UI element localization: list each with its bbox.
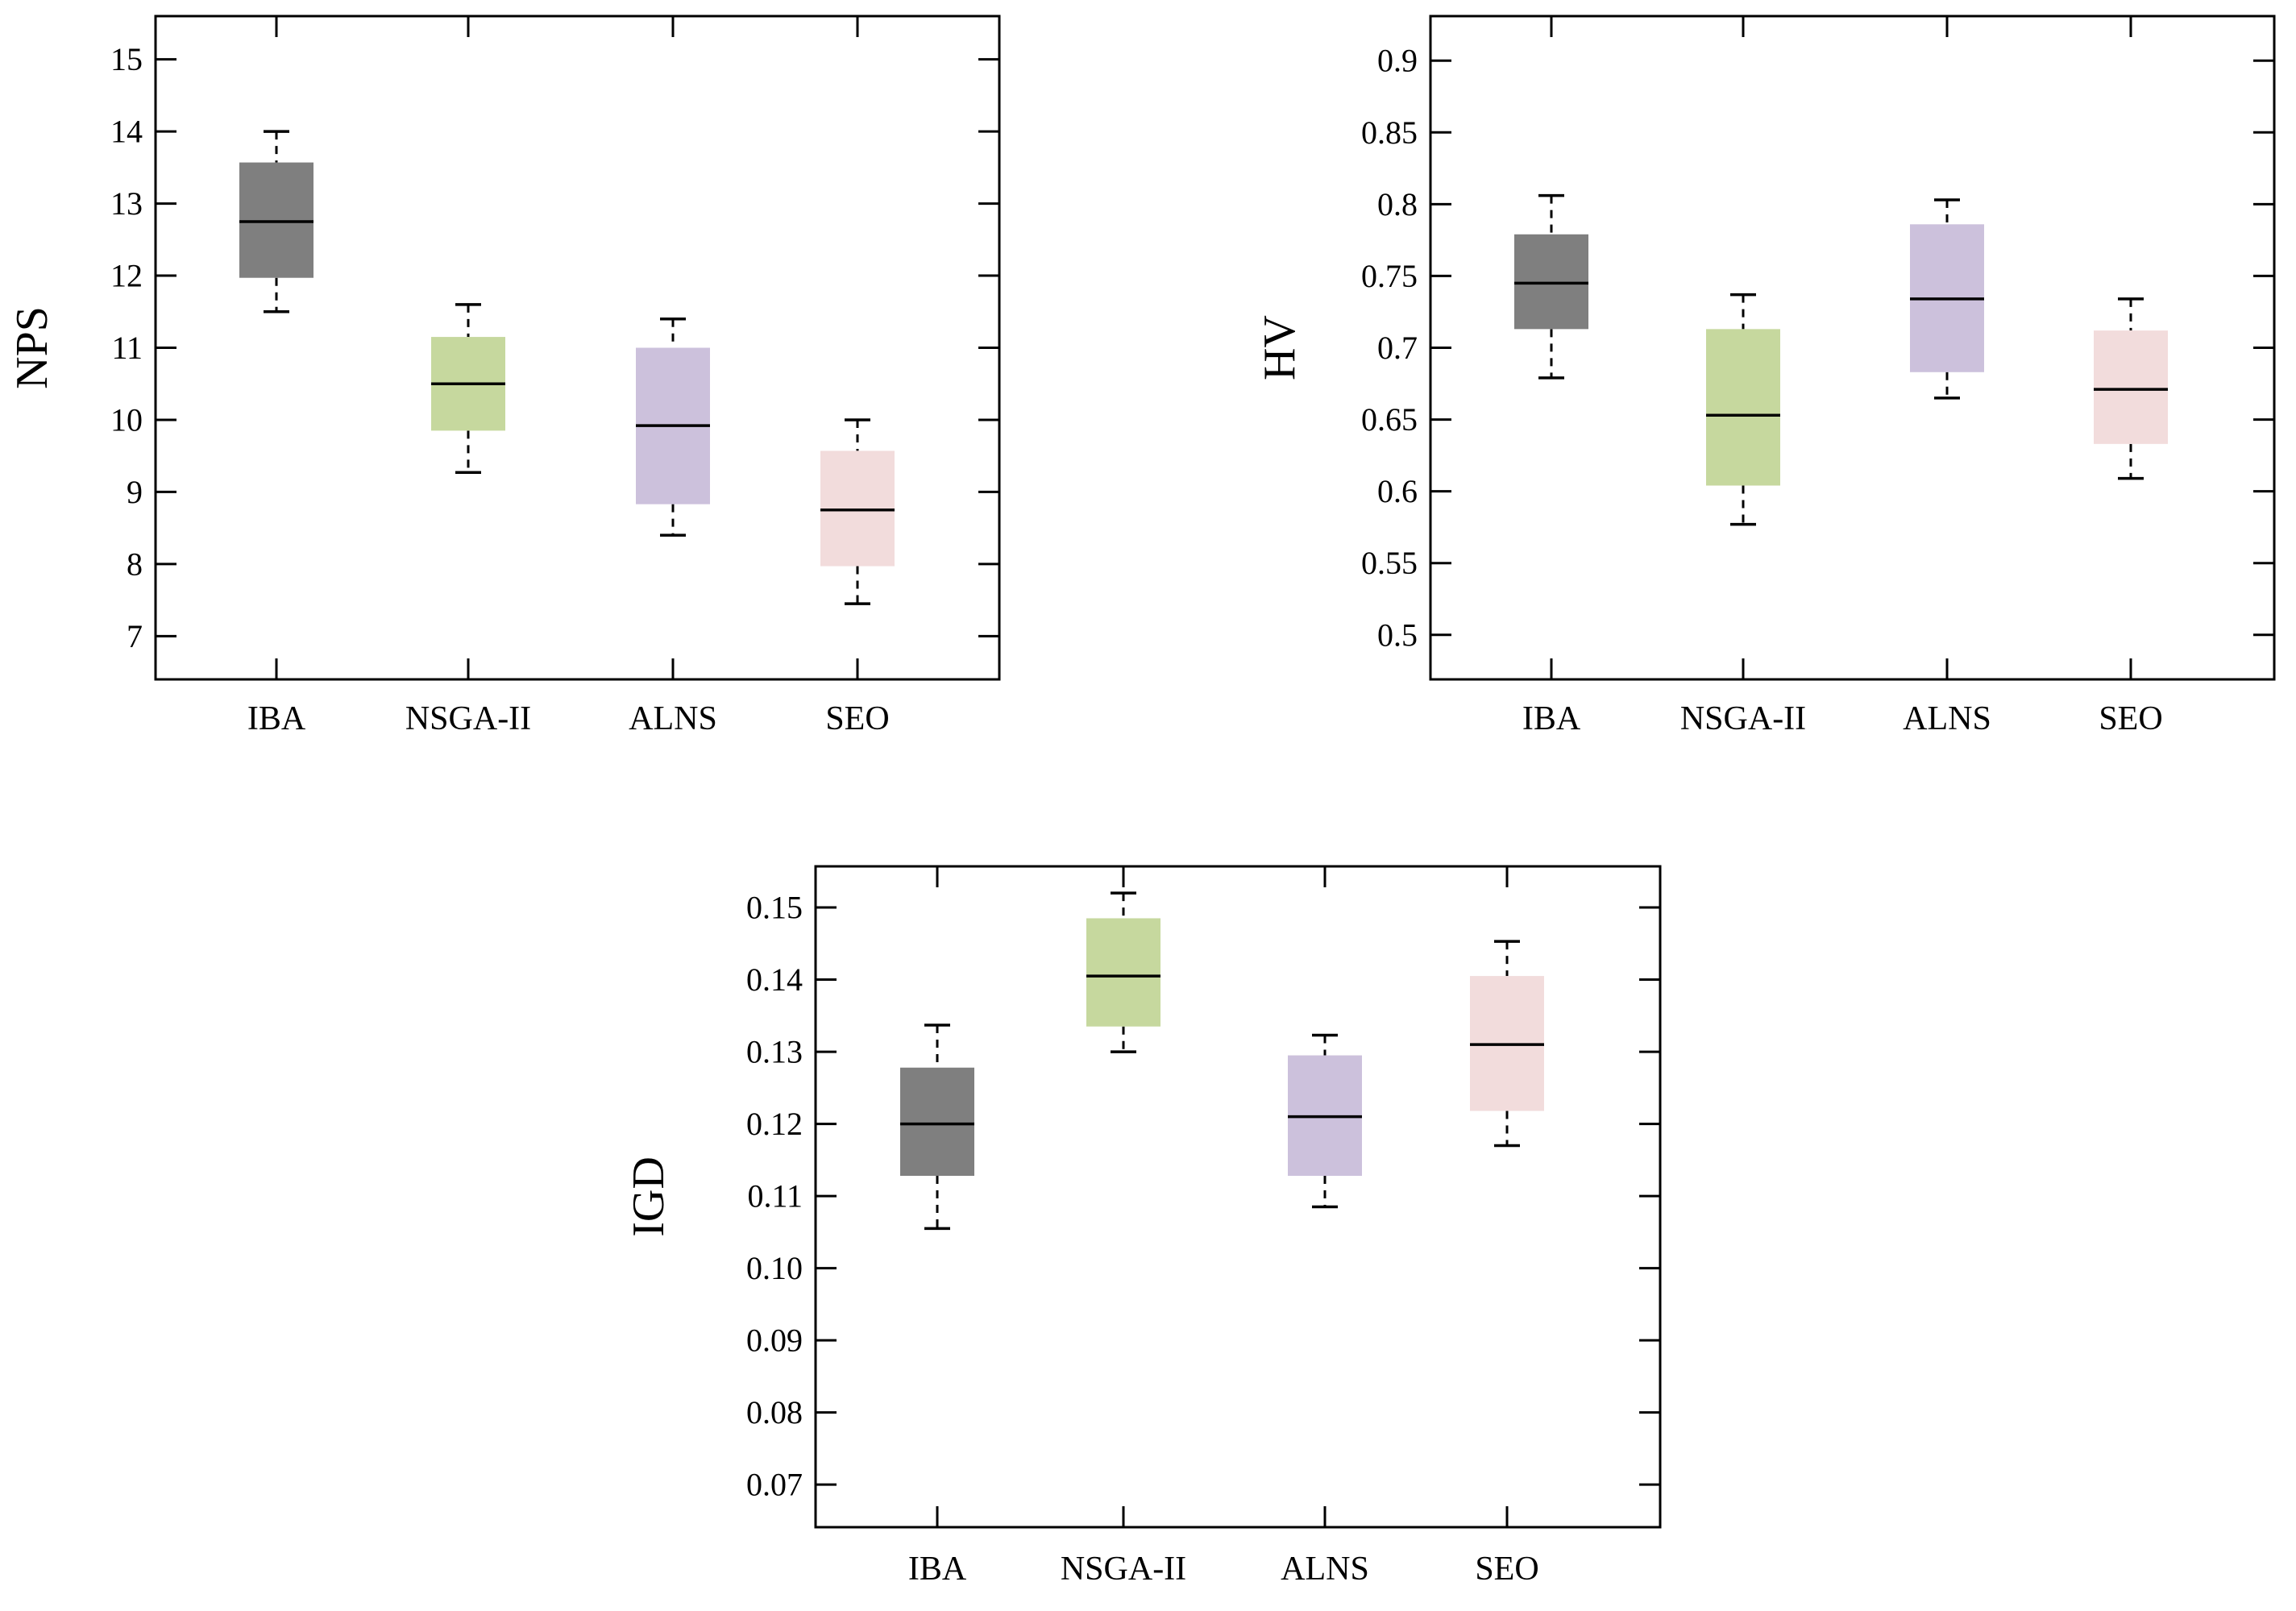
igd-ytick-label: 0.07 xyxy=(746,1467,803,1503)
nps-category-label-nsga-ii: NSGA-II xyxy=(405,700,531,737)
hv-iqr-box-nsga-ii xyxy=(1706,329,1780,486)
nps-panel: 7 8 9 10 11 12 13 14 15 IBA NSGA-II ALNS SEO NPS xyxy=(7,15,1001,737)
igd-ytick-label: 0.12 xyxy=(746,1106,803,1142)
nps-ytick-label: 10 xyxy=(110,401,143,438)
hv-box-alns xyxy=(1910,198,1984,400)
igd-iqr-box-iba xyxy=(900,1067,974,1177)
igd-ytick-label: 0.11 xyxy=(747,1178,803,1214)
nps-ytick-label: 13 xyxy=(110,185,143,222)
igd-box-alns xyxy=(1288,1033,1362,1209)
igd-box-nsga-ii xyxy=(1086,891,1160,1053)
igd-y-axis-label: IGD xyxy=(624,1156,674,1237)
hv-category-label-alns: ALNS xyxy=(1903,700,1991,737)
igd-ytick-label: 0.13 xyxy=(746,1034,803,1070)
hv-box-iba xyxy=(1514,193,1588,380)
igd-ytick-label: 0.10 xyxy=(746,1250,803,1286)
hv-category-label-nsga-ii: NSGA-II xyxy=(1680,700,1806,737)
nps-ytick-label: 9 xyxy=(127,474,143,510)
igd-ytick-label: 0.08 xyxy=(746,1394,803,1430)
nps-box-nsga-ii xyxy=(431,303,505,475)
nps-ytick-label: 7 xyxy=(127,618,143,654)
nps-ytick-label: 15 xyxy=(110,41,143,77)
igd-category-label-seo: SEO xyxy=(1475,1551,1538,1588)
nps-ytick-label: 8 xyxy=(127,546,143,582)
igd-category-label-iba: IBA xyxy=(908,1551,967,1588)
igd-ytick-label: 0.09 xyxy=(746,1322,803,1359)
igd-box-seo xyxy=(1470,940,1544,1148)
nps-iqr-box-iba xyxy=(239,162,313,278)
nps-iqr-box-seo xyxy=(820,450,895,567)
hv-box-seo xyxy=(2094,297,2168,480)
hv-y-axis-label: HV xyxy=(1255,315,1305,380)
hv-iqr-box-seo xyxy=(2094,330,2168,444)
hv-ytick-label: 0.9 xyxy=(1377,43,1418,79)
igd-ytick-label: 0.14 xyxy=(746,961,803,998)
nps-box-alns xyxy=(636,317,710,537)
nps-ytick-label: 11 xyxy=(111,330,143,366)
hv-box-nsga-ii xyxy=(1706,293,1780,526)
nps-box-seo xyxy=(820,418,895,605)
nps-ytick-label: 12 xyxy=(110,258,143,294)
hv-ytick-label: 0.55 xyxy=(1361,545,1418,581)
hv-iqr-box-iba xyxy=(1514,234,1588,330)
igd-plot-frame xyxy=(814,865,1662,1529)
nps-plot-frame xyxy=(154,15,1001,681)
hv-ytick-label: 0.75 xyxy=(1361,258,1418,294)
igd-category-label-alns: ALNS xyxy=(1281,1551,1369,1588)
igd-iqr-box-nsga-ii xyxy=(1086,918,1160,1027)
hv-ytick-label: 0.8 xyxy=(1377,186,1418,222)
nps-category-label-iba: IBA xyxy=(247,700,306,737)
nps-box-iba xyxy=(239,130,313,313)
nps-ytick-label: 14 xyxy=(110,114,143,150)
hv-ytick-label: 0.65 xyxy=(1361,401,1418,438)
nps-category-label-seo: SEO xyxy=(825,700,889,737)
hv-panel: 0.5 0.55 0.6 0.65 0.7 0.75 0.8 0.85 0.9 IBA NSGA-I… xyxy=(1255,15,2276,737)
hv-ytick-label: 0.7 xyxy=(1377,330,1418,366)
hv-ytick-label: 0.85 xyxy=(1361,114,1418,151)
hv-ytick-label: 0.6 xyxy=(1377,473,1418,509)
igd-category-label-nsga-ii: NSGA-II xyxy=(1061,1551,1186,1588)
igd-panel: 0.07 0.08 0.09 0.10 0.11 0.12 0.13 0.14 0.15 IBA N… xyxy=(624,865,1662,1588)
hv-category-label-seo: SEO xyxy=(2099,700,2162,737)
nps-category-label-alns: ALNS xyxy=(629,700,717,737)
hv-category-label-iba: IBA xyxy=(1522,700,1581,737)
hv-ytick-label: 0.5 xyxy=(1377,617,1418,653)
igd-box-iba xyxy=(900,1023,974,1231)
igd-ytick-label: 0.15 xyxy=(746,890,803,926)
nps-y-axis-label: NPS xyxy=(7,306,57,389)
